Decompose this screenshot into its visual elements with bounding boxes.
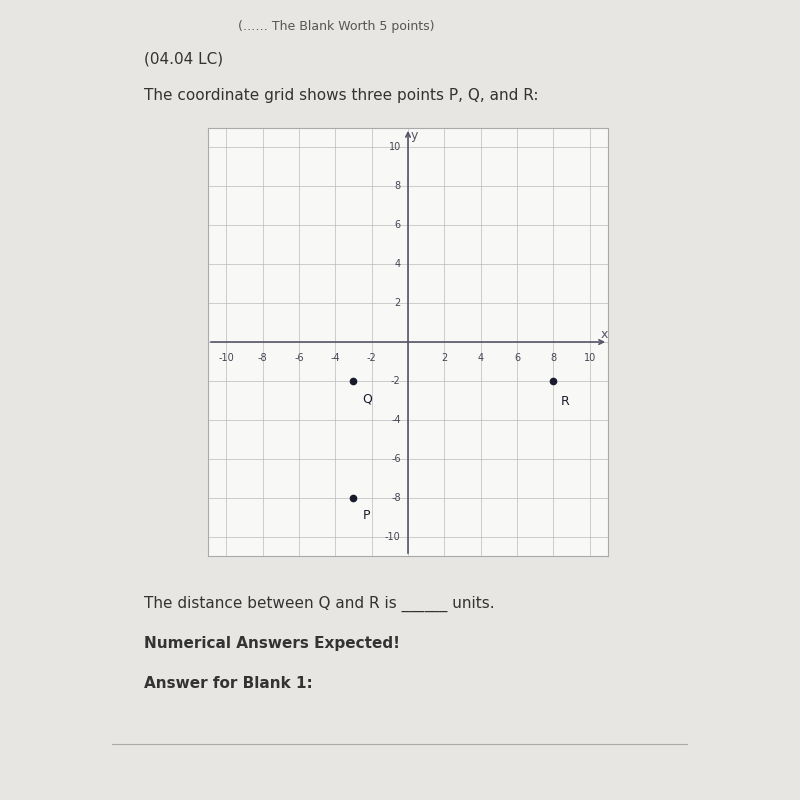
Text: -4: -4 <box>391 415 401 425</box>
Text: -8: -8 <box>258 353 267 362</box>
Text: 6: 6 <box>514 353 520 362</box>
Text: Numerical Answers Expected!: Numerical Answers Expected! <box>144 636 400 651</box>
Text: 4: 4 <box>478 353 484 362</box>
Text: The coordinate grid shows three points P, Q, and R:: The coordinate grid shows three points P… <box>144 88 538 103</box>
Text: 2: 2 <box>442 353 447 362</box>
Text: -10: -10 <box>385 531 401 542</box>
Text: -4: -4 <box>330 353 340 362</box>
Text: -6: -6 <box>391 454 401 464</box>
Text: (04.04 LC): (04.04 LC) <box>144 52 223 67</box>
Text: 6: 6 <box>394 220 401 230</box>
Text: -2: -2 <box>391 376 401 386</box>
Text: 8: 8 <box>550 353 557 362</box>
Text: x: x <box>601 328 608 341</box>
Text: Q: Q <box>362 393 373 406</box>
Text: The distance between Q and R is ______ units.: The distance between Q and R is ______ u… <box>144 596 494 612</box>
Text: 8: 8 <box>394 182 401 191</box>
Text: P: P <box>362 510 370 522</box>
Text: 4: 4 <box>394 259 401 269</box>
Text: -8: -8 <box>391 493 401 502</box>
Text: R: R <box>561 394 570 407</box>
Text: 10: 10 <box>584 353 596 362</box>
Text: (…… The Blank Worth 5 points): (…… The Blank Worth 5 points) <box>238 20 434 33</box>
Text: -10: -10 <box>218 353 234 362</box>
Text: y: y <box>410 130 418 142</box>
Text: Answer for Blank 1:: Answer for Blank 1: <box>144 676 313 691</box>
Text: -6: -6 <box>294 353 304 362</box>
Text: -2: -2 <box>366 353 377 362</box>
Text: 10: 10 <box>389 142 401 153</box>
Text: 2: 2 <box>394 298 401 308</box>
